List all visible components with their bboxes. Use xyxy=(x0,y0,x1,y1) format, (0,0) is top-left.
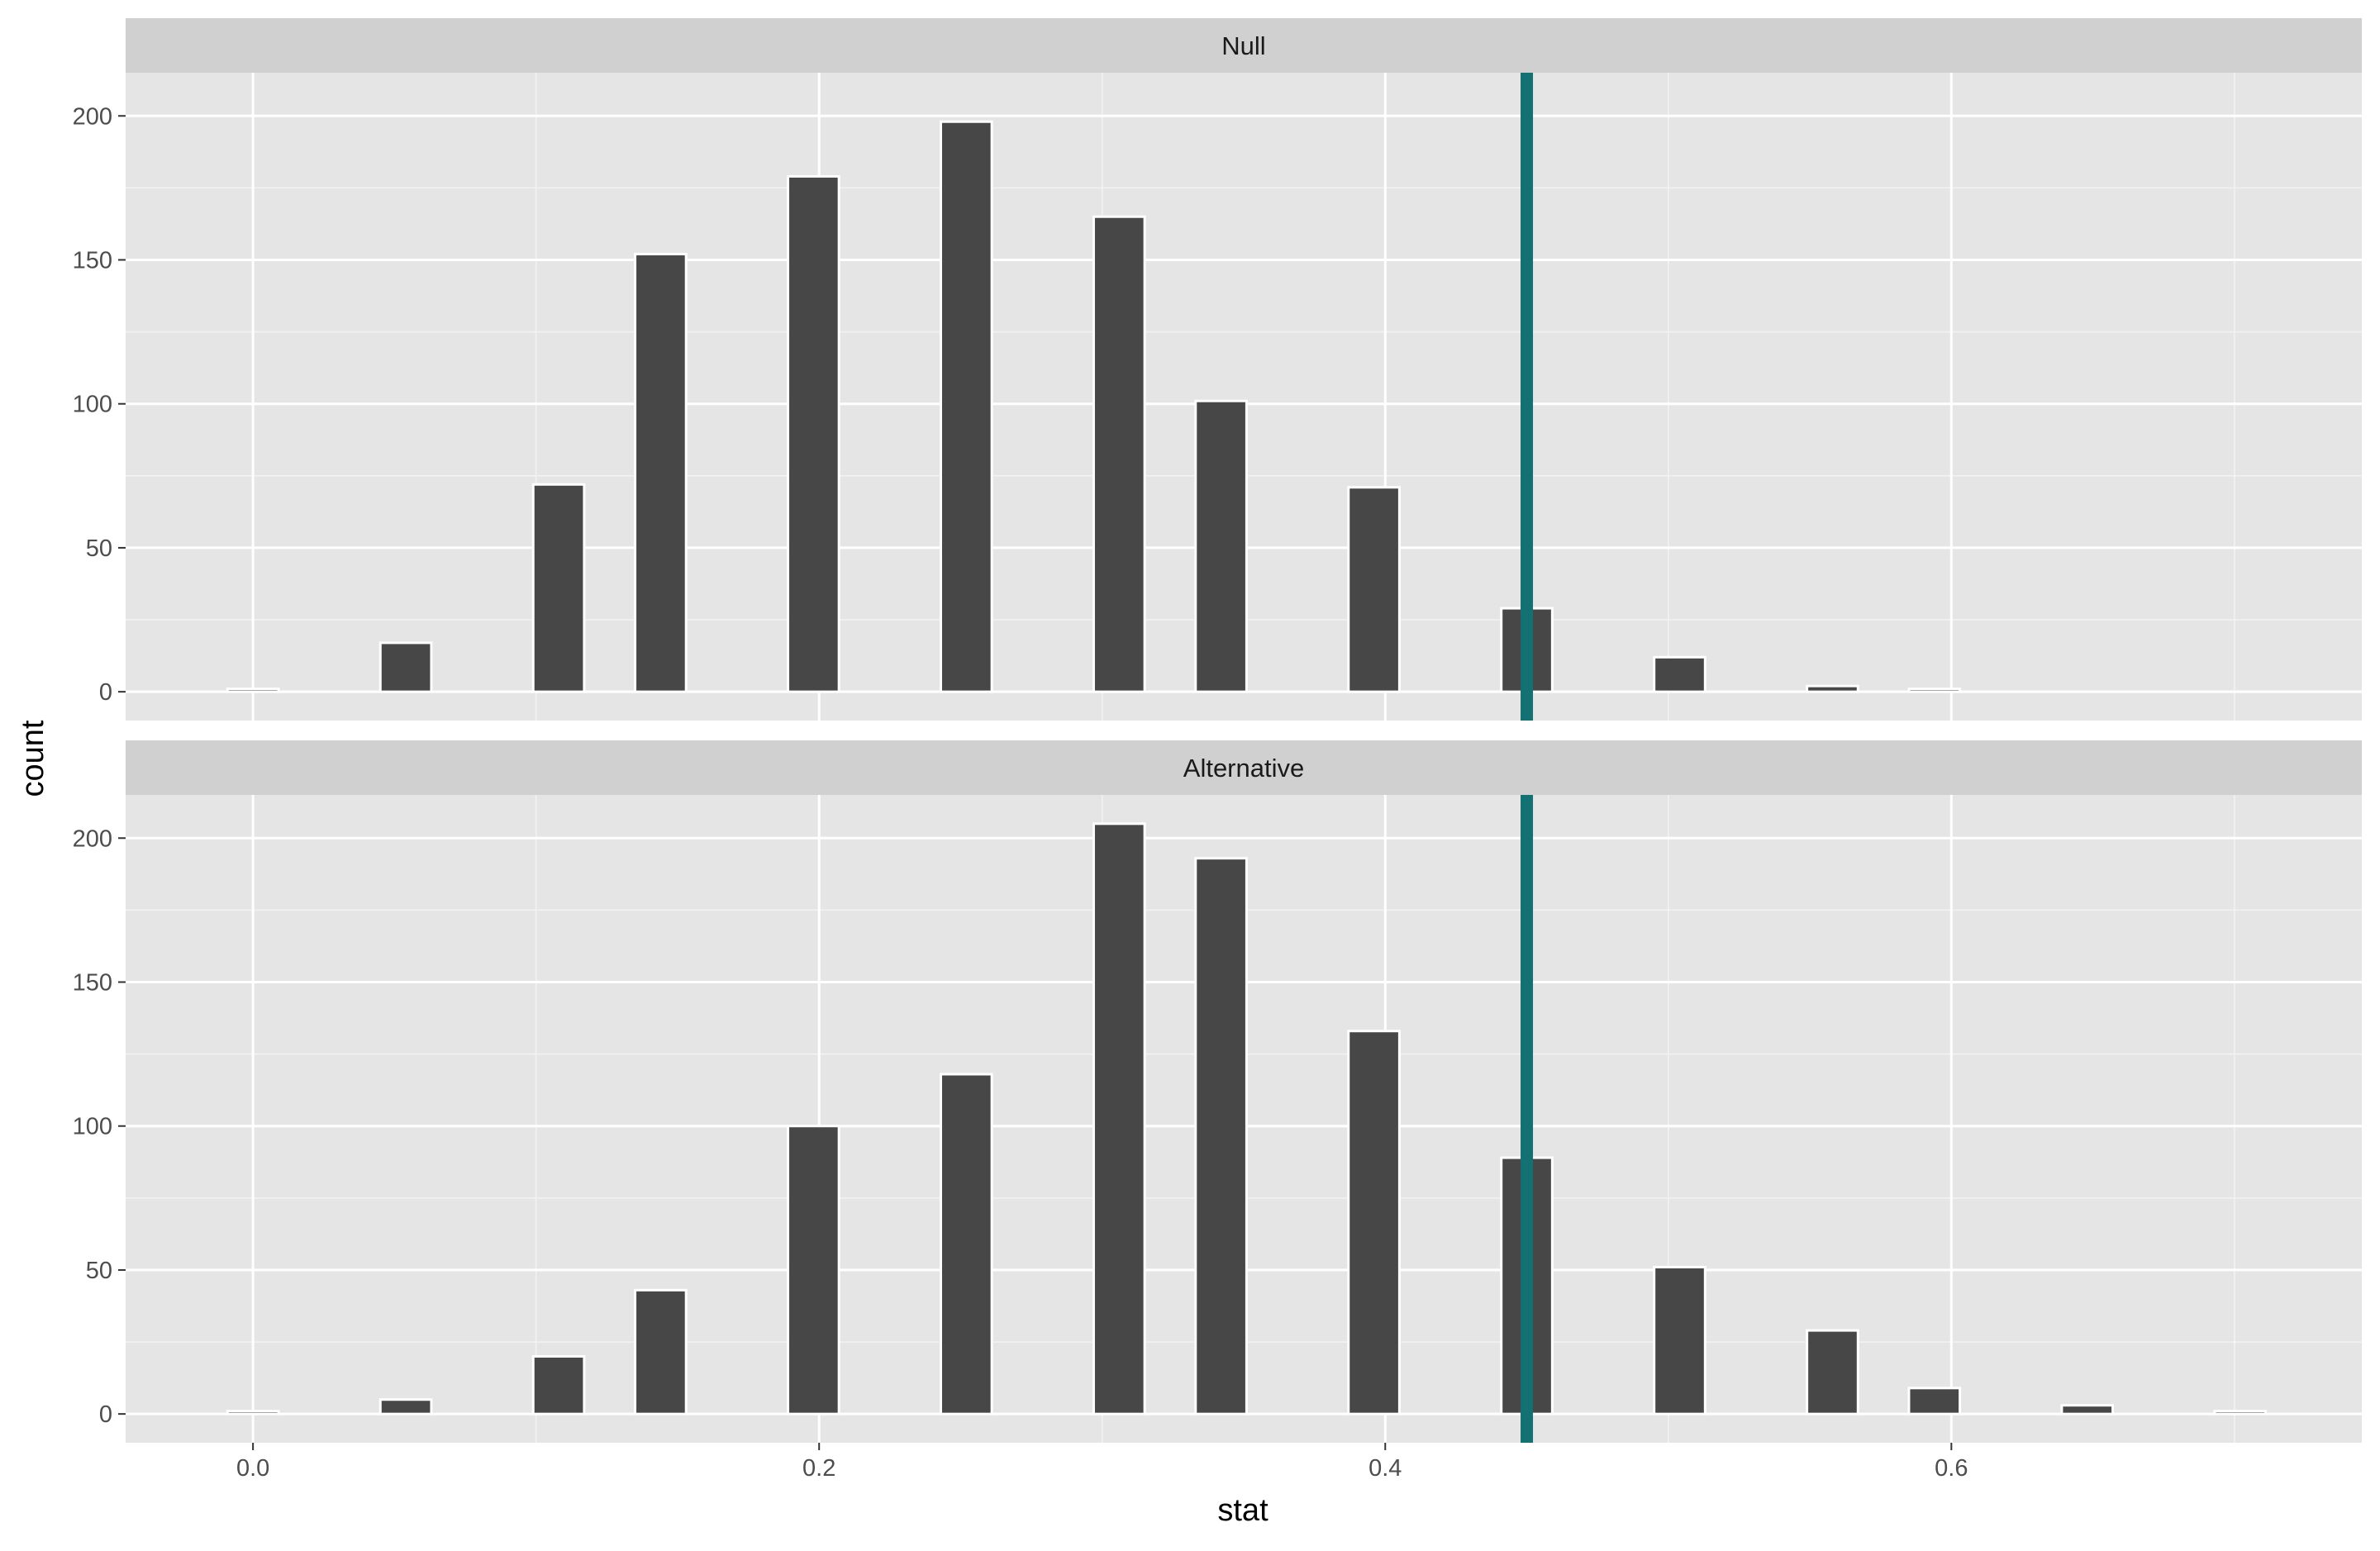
histogram-bar xyxy=(939,1073,993,1415)
x-tick-label: 0.0 xyxy=(236,1455,269,1482)
facet-strip xyxy=(126,740,2362,795)
facet-strip-label: Null xyxy=(1221,31,1265,60)
histogram-bar xyxy=(634,253,688,693)
y-axis-title: count xyxy=(16,720,50,797)
y-tick-label: 0 xyxy=(99,1401,112,1428)
y-tick-label: 50 xyxy=(86,535,112,562)
y-tick-label: 100 xyxy=(73,1114,112,1140)
y-tick-label: 200 xyxy=(73,825,112,852)
histogram-bar xyxy=(531,1354,586,1415)
y-tick-label: 0 xyxy=(99,679,112,706)
histogram-bar xyxy=(1806,684,1859,693)
histogram-bar xyxy=(1907,1387,1962,1415)
histogram-bar xyxy=(378,641,433,693)
facet-strip-label: Alternative xyxy=(1183,754,1304,783)
histogram-bar xyxy=(1092,215,1146,693)
facet-panel-null: Null 0 50 100 150 200 xyxy=(73,18,2362,721)
panels-layer: Null 0 50 100 150 200 Alternative 0 50 100 150 200 0… xyxy=(73,18,2362,1482)
histogram-bar xyxy=(1653,1265,1706,1415)
histogram-bar xyxy=(1806,1329,1859,1415)
histogram-bar xyxy=(226,1410,280,1415)
histogram-bar xyxy=(1092,822,1146,1415)
histogram-bar xyxy=(1347,486,1401,693)
histogram-bar xyxy=(1907,687,1962,693)
histogram-bar xyxy=(634,1288,688,1415)
histogram-bar xyxy=(787,174,840,693)
y-tick-label: 150 xyxy=(73,969,112,996)
y-tick-label: 50 xyxy=(86,1258,112,1284)
histogram-bar xyxy=(226,687,280,693)
histogram-bar xyxy=(1347,1030,1401,1415)
histogram-bar xyxy=(2060,1404,2115,1415)
histogram-bar xyxy=(1194,857,1248,1415)
facet-panel-alternative: Alternative 0 50 100 150 200 xyxy=(73,740,2362,1443)
histogram-bar xyxy=(1194,399,1248,693)
x-axis-title: stat xyxy=(1217,1493,1269,1528)
histogram-bar xyxy=(939,120,993,693)
histogram-bar xyxy=(2213,1410,2268,1415)
histogram-bar xyxy=(378,1398,433,1415)
histogram-bar xyxy=(1653,655,1706,693)
facet-strip xyxy=(126,18,2362,73)
x-tick-label: 0.2 xyxy=(802,1455,835,1482)
y-tick-label: 100 xyxy=(73,392,112,418)
histogram-bar xyxy=(531,483,586,693)
x-tick-label: 0.4 xyxy=(1368,1455,1402,1482)
histogram-bar xyxy=(787,1125,840,1415)
y-tick-label: 150 xyxy=(73,247,112,274)
x-tick-label: 0.6 xyxy=(1935,1455,1968,1482)
y-tick-label: 200 xyxy=(73,103,112,130)
